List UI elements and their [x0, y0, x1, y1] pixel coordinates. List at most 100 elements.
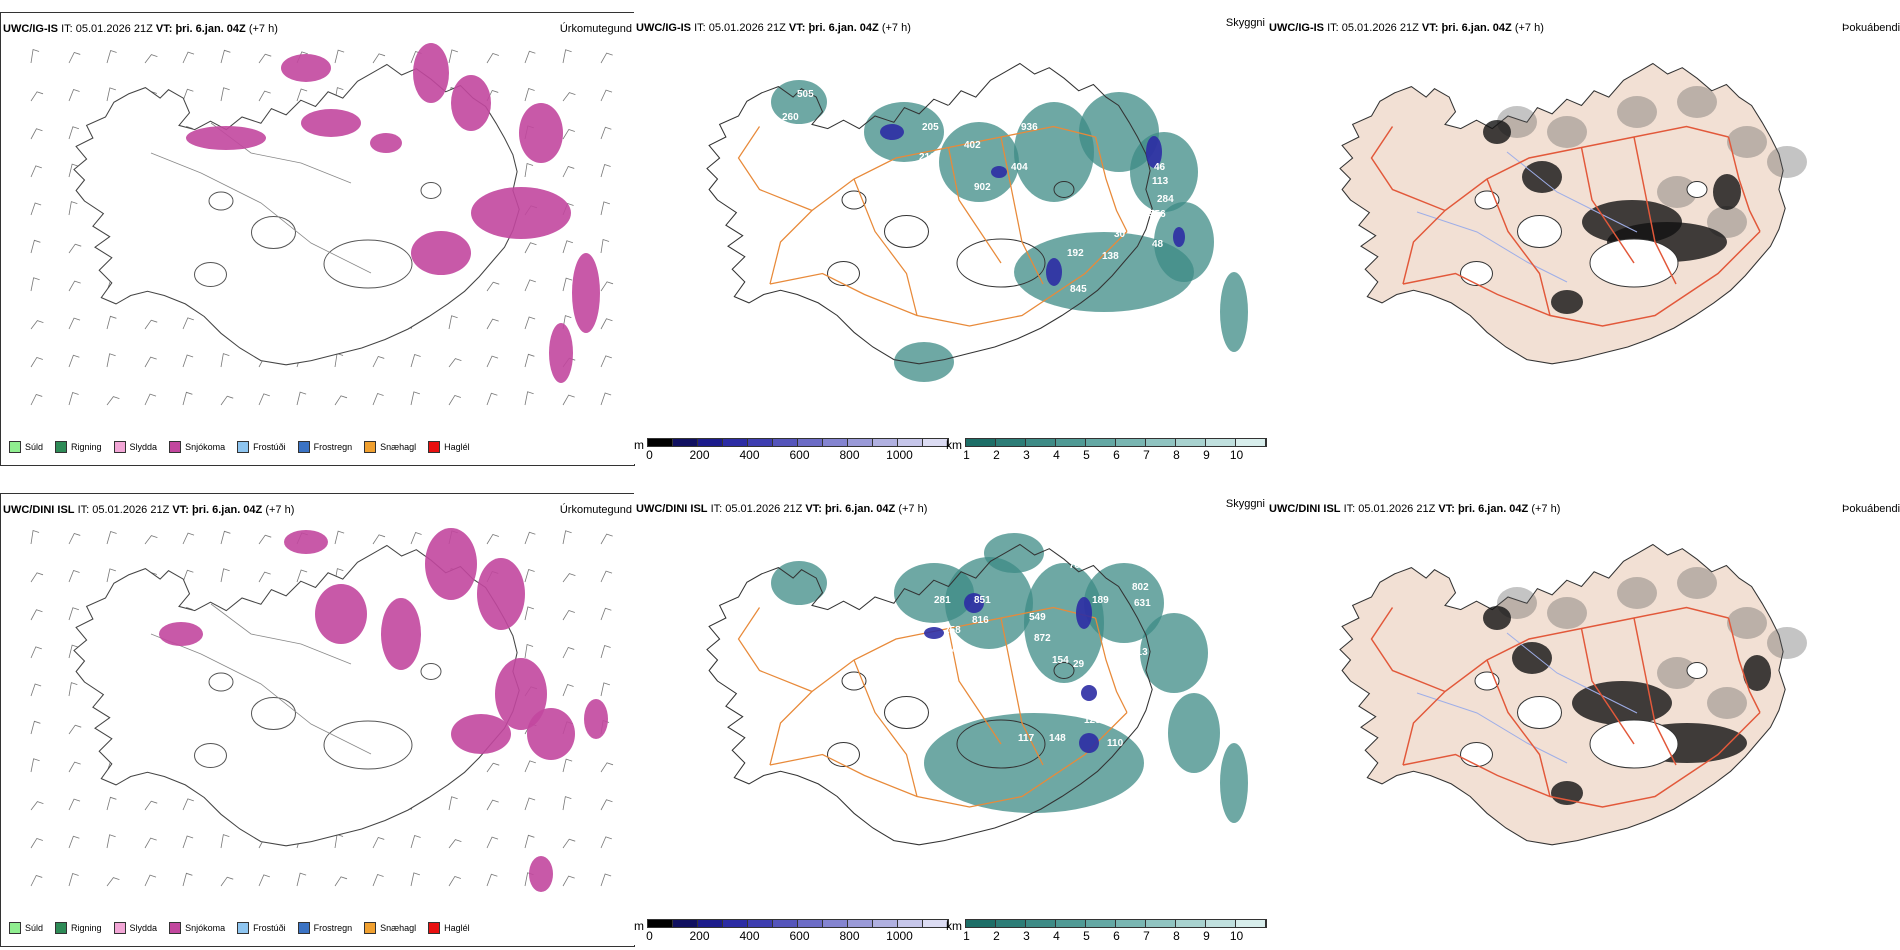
visibility-area — [1168, 693, 1220, 773]
cloud-base-label: 117 — [1018, 733, 1035, 744]
colorbar-cell — [698, 920, 723, 927]
legend-swatch — [237, 922, 250, 934]
panel-header: UWC/IG-IS IT: 05.01.2026 21Z VT: þri. 6.… — [3, 23, 278, 35]
wind-barb — [68, 354, 80, 368]
colorbar-cell — [873, 439, 898, 446]
road-line — [1402, 606, 1729, 766]
visibility-area — [1140, 613, 1208, 693]
cloud-base-label: 218 — [919, 152, 936, 163]
ceiling-area — [1076, 597, 1092, 629]
wind-barb — [410, 532, 422, 545]
wind-barb — [220, 49, 231, 64]
wind-barb — [410, 354, 421, 368]
wind-barb — [106, 796, 117, 811]
visibility-cells — [965, 438, 1267, 447]
legend-swatch — [169, 922, 182, 934]
cloud-base-label: 110 — [1107, 738, 1124, 749]
glacier-outline — [420, 182, 442, 199]
wind-barb — [448, 394, 461, 406]
fog-area — [1483, 120, 1511, 144]
panel-title: Þokuábendi — [1842, 503, 1900, 515]
wind-barb — [258, 874, 270, 887]
wind-barb — [410, 872, 420, 887]
wind-barb — [448, 49, 458, 64]
snow-area — [281, 54, 331, 82]
terrain-shade — [1677, 567, 1717, 599]
glacier-outline — [194, 743, 227, 768]
wind-barb — [410, 391, 420, 406]
coastline — [706, 543, 1153, 846]
wind-barb — [182, 354, 194, 368]
cloud-base-label: 786 — [1069, 560, 1086, 571]
wind-barb — [372, 355, 385, 368]
cloud-base-label: 556 — [1149, 209, 1166, 220]
glacier-outline — [1053, 181, 1075, 198]
wind-barb — [486, 836, 499, 849]
fog-area — [1522, 161, 1562, 193]
cloud-base-label: 403 — [964, 110, 981, 121]
road-line — [1486, 178, 1551, 316]
wind-barb — [524, 391, 534, 406]
wind-barb — [30, 801, 44, 811]
road-line — [1633, 136, 1677, 285]
wind-barb — [562, 646, 575, 659]
wind-barb — [68, 682, 78, 697]
wind-barb — [296, 88, 308, 102]
colorbar-tick: 2 — [993, 448, 1000, 462]
wind-barb — [486, 281, 500, 292]
colorbar-tick: 9 — [1203, 929, 1210, 943]
wind-barb — [524, 88, 535, 102]
glacier-outline — [1589, 238, 1679, 288]
legend-swatch — [169, 441, 182, 453]
legend-label: Snæhagl — [380, 442, 417, 452]
glacier-outline — [323, 239, 413, 289]
colorbar-cell — [1206, 920, 1236, 927]
cloud-base-label: 749 — [946, 645, 963, 656]
wind-barb — [68, 89, 80, 102]
road-line — [1402, 125, 1729, 285]
road-line — [1727, 136, 1761, 232]
snow-area — [413, 43, 449, 103]
glacier-outline — [841, 671, 867, 691]
wind-barb — [334, 530, 345, 545]
wind-barb — [258, 53, 272, 64]
wind-barb — [600, 201, 610, 216]
legend-label: Snjókoma — [185, 442, 226, 452]
colorbar-cell — [648, 439, 673, 446]
snow-area — [495, 658, 547, 730]
cloud-base-panel-igis: UWC/IG-IS IT: 05.01.2026 21Z VT: þri. 6.… — [634, 12, 1325, 464]
cloud-base-label: 258 — [944, 625, 961, 636]
road-line — [737, 607, 813, 693]
cloud-map: 505 260 610 403 205 218 402 936 404 355 902 46 113 28… — [706, 62, 1248, 382]
wind-barb — [30, 165, 42, 178]
colorbar-cell — [748, 920, 773, 927]
wind-barb — [220, 530, 231, 545]
snow-area — [527, 708, 575, 760]
glacier-outline — [827, 742, 860, 767]
wind-barb — [68, 317, 81, 330]
wind-barb — [30, 646, 42, 659]
wind-barb — [30, 529, 40, 545]
colorbar-tick: 0 — [646, 448, 653, 462]
wind-barb — [144, 800, 158, 811]
wind-barb — [296, 391, 307, 406]
colorbar-cell — [1026, 920, 1056, 927]
ceiling-area — [1146, 136, 1162, 168]
wind-barb — [486, 799, 499, 811]
wind-barb — [106, 834, 116, 849]
wind-barb — [600, 52, 613, 64]
glacier-outline — [884, 696, 929, 729]
road-line — [1402, 230, 1761, 327]
colorbar-cell — [1086, 439, 1116, 446]
glacier-outline — [1686, 181, 1708, 198]
legend-swatch — [364, 922, 377, 934]
ceiling-cells — [647, 919, 949, 928]
terrain-shade — [1677, 86, 1717, 118]
wind-barb — [562, 609, 575, 621]
wind-barb — [106, 50, 117, 64]
wind-barb — [296, 872, 307, 887]
wind-barb — [562, 758, 573, 773]
road-line — [737, 126, 813, 212]
glacier-outline — [251, 697, 296, 730]
visibility-area — [1024, 563, 1104, 683]
